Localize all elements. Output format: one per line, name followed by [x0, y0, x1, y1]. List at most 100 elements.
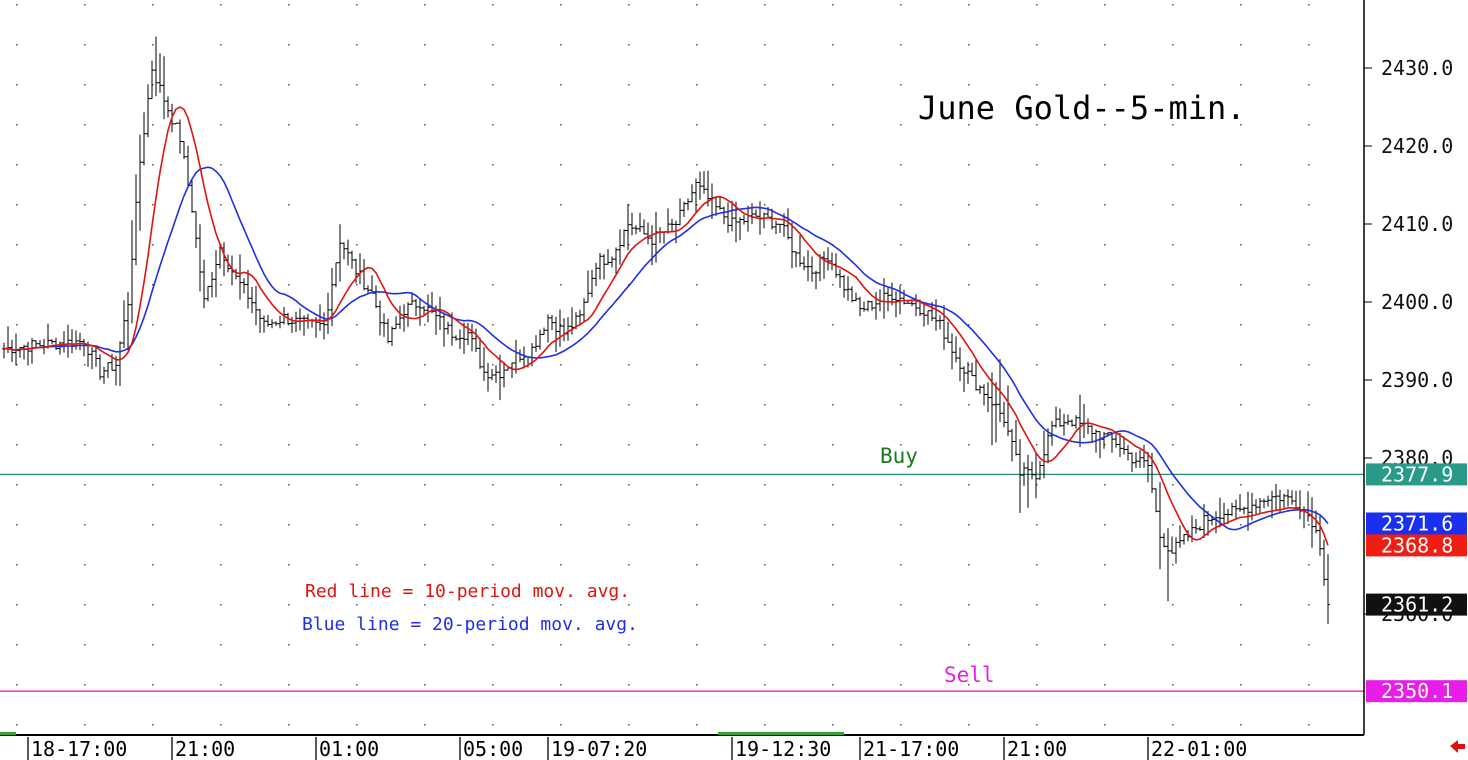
price-bar [1062, 413, 1066, 436]
price-bar [426, 294, 430, 323]
x-axis: 18-17:00 21:00 01:00 05:00 19-07:20 19-12:30 2… [0, 732, 1364, 760]
price-bar [154, 36, 158, 97]
price-bar [1282, 493, 1286, 509]
price-bar [318, 304, 322, 331]
last-price-tag-label: 2361.2 [1381, 593, 1453, 617]
price-bar [1162, 533, 1166, 548]
price-bar [682, 201, 686, 217]
price-bar [854, 292, 858, 301]
price-bar [1122, 436, 1126, 455]
price-bar [838, 269, 842, 288]
price-bar [670, 218, 674, 232]
price-bar [510, 362, 514, 378]
price-bar [274, 321, 278, 326]
price-bar [842, 275, 846, 298]
price-bar [1258, 498, 1262, 513]
price-bar [870, 300, 874, 311]
x-tick-label: 05:00 [463, 737, 523, 760]
price-bar [1158, 482, 1162, 570]
buy-price-tag [1366, 463, 1467, 486]
price-bar [58, 341, 62, 355]
price-bar [874, 292, 878, 320]
price-bar [774, 220, 778, 235]
price-bar [1230, 502, 1234, 517]
price-bar [210, 272, 214, 298]
session-marker [0, 732, 16, 735]
price-bar [414, 299, 418, 317]
price-bar [814, 270, 818, 290]
price-bar [1046, 428, 1050, 464]
price-bar [250, 287, 254, 314]
price-bar [794, 251, 798, 268]
price-bar [1270, 490, 1274, 519]
price-bar [482, 347, 486, 381]
price-bar [982, 384, 986, 406]
price-bar [214, 250, 218, 298]
y-tick-label: 2390.0 [1381, 368, 1453, 392]
price-bar [1018, 439, 1022, 513]
buy-label: Buy [880, 444, 918, 468]
price-bar [490, 369, 494, 381]
price-bar [994, 382, 998, 443]
price-bar [978, 385, 982, 394]
price-bar [1310, 497, 1314, 548]
y-tick-label: 2410.0 [1381, 212, 1453, 236]
price-bar [698, 171, 702, 200]
price-bar [1034, 452, 1038, 499]
price-bar [586, 270, 590, 303]
price-bar [398, 305, 402, 329]
x-tick-label: 19-07:20 [551, 737, 647, 760]
price-bar [726, 202, 730, 233]
price-bar [62, 331, 66, 353]
price-bar [338, 224, 342, 282]
red-ma-line [3, 106, 1329, 546]
price-bar [1030, 461, 1034, 480]
price-bar [754, 209, 758, 217]
price-bar [690, 184, 694, 203]
price-bar [118, 341, 122, 386]
price-bar [638, 212, 642, 232]
price-bar [786, 208, 790, 240]
price-bar [1146, 451, 1150, 483]
price-bar [390, 326, 394, 346]
price-bar [1142, 444, 1146, 468]
price-bar [646, 222, 650, 245]
price-bar [798, 235, 802, 267]
sell-price-tag-label: 2350.1 [1381, 679, 1453, 703]
price-bar [906, 301, 910, 304]
price-bar [1102, 431, 1106, 449]
price-bar [866, 300, 870, 312]
price-bar [926, 310, 930, 325]
price-bar [1054, 406, 1058, 428]
price-bar [1058, 408, 1062, 427]
price-bar [326, 292, 330, 334]
price-bar [730, 200, 734, 232]
price-bar [1038, 460, 1042, 480]
price-bar [1126, 445, 1130, 461]
price-bar [478, 337, 482, 369]
price-bar [470, 323, 474, 352]
price-bar [630, 212, 634, 236]
price-bar [194, 211, 198, 248]
price-bar [122, 300, 126, 348]
price-bar [238, 254, 242, 300]
price-bar [1166, 528, 1170, 602]
price-bar [246, 269, 250, 309]
price-bar [1306, 491, 1310, 522]
price-bar [922, 304, 926, 327]
moving-averages [3, 106, 1329, 546]
y-axis: 2430.02420.02410.02400.02390.02380.02360… [1363, 0, 1453, 735]
price-bar [518, 349, 522, 363]
red-ma-price-tag-label: 2368.8 [1381, 533, 1453, 557]
price-bar [806, 250, 810, 282]
price-bar [778, 223, 782, 233]
price-bar [1022, 462, 1026, 486]
price-bar [970, 362, 974, 377]
price-bar [362, 259, 366, 291]
price-bar [810, 256, 814, 282]
scroll-left-arrow-icon[interactable] [1450, 740, 1465, 753]
price-bar [498, 354, 502, 401]
price-bar [174, 122, 178, 125]
price-bar [826, 247, 830, 271]
price-bar [618, 229, 622, 265]
